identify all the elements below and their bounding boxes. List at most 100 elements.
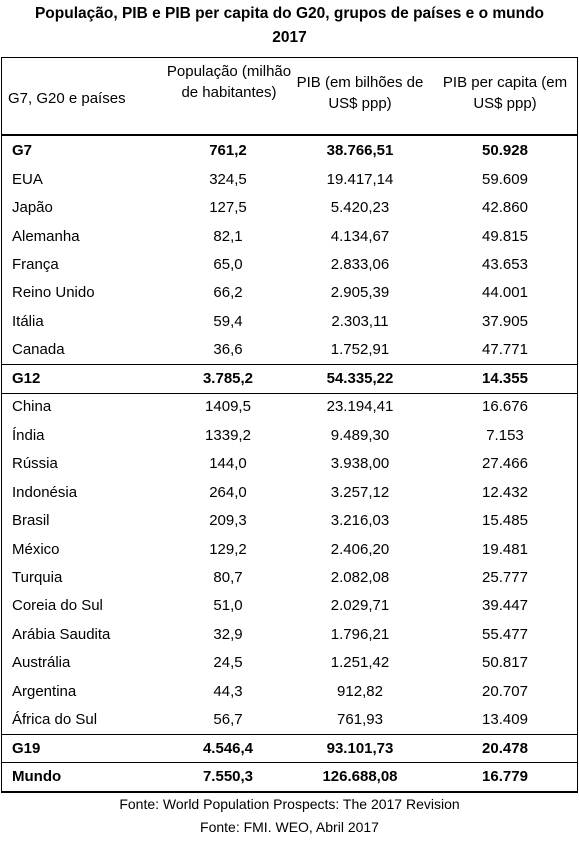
rule [1,57,2,792]
table-cell: 761,2 [209,142,247,160]
table-cell: 82,1 [213,227,243,245]
table-cell: 14.355 [482,369,528,387]
table-cell: 65,0 [213,256,243,274]
table-cell: 27.466 [482,455,528,473]
table-cell: 1.251,42 [330,654,390,672]
table-cell: 2.029,71 [330,597,390,615]
table-cell: 1.796,21 [330,625,390,643]
table-cell: 55.477 [482,625,528,643]
table-cell: 59,4 [213,312,243,330]
table-cell: 3.216,03 [330,512,390,530]
header-cell: PIB (em bilhões de US$ ppp) [296,74,424,112]
row-label: Brasil [12,512,50,530]
table-cell: 37.905 [482,312,528,330]
table-cell: 912,82 [337,682,383,700]
table-cell: 9.489,30 [330,426,390,444]
table-cell: 32,9 [213,625,243,643]
rule [1,392,578,394]
rule [1,762,578,764]
table-cell: 1.752,91 [330,341,390,359]
table-cell: 25.777 [482,568,528,586]
table-cell: 2.303,11 [331,312,389,330]
row-label: G7 [12,142,33,160]
row-label: Rússia [12,455,58,473]
table-cell: 5.420,23 [330,199,390,217]
header-cell: População (milhão de habitantes) [166,63,292,101]
rule [1,791,578,793]
table-cell: 15.485 [482,512,528,530]
table-cell: 2.905,39 [330,284,390,302]
table-cell: 24,5 [213,654,243,672]
table-cell: 13.409 [482,711,528,729]
table-cell: 129,2 [209,540,247,558]
table-cell: 51,0 [213,597,243,615]
table-cell: 66,2 [213,284,243,302]
row-label: Turquia [12,568,63,586]
table-cell: 7.550,3 [202,768,254,786]
table-cell: 4.546,4 [202,739,254,757]
title: 2017 [272,29,307,46]
row-label: México [12,540,60,558]
table-cell: 44.001 [482,284,528,302]
table-cell: 1409,5 [205,398,251,416]
table-cell: 50.817 [482,654,528,672]
table-cell: 16.779 [482,768,528,786]
row-label: Coreia do Sul [12,597,103,615]
table-cell: 23.194,41 [326,398,394,416]
row-label: Argentina [12,682,77,700]
table-cell: 50.928 [482,142,528,160]
table-cell: 3.938,00 [330,455,390,473]
table-cell: 324,5 [209,170,247,188]
table-cell: 59.609 [482,170,528,188]
row-label: Índia [12,426,45,444]
table-cell: 44,3 [213,682,243,700]
table-cell: 80,7 [213,568,243,586]
table-cell: 19.417,14 [326,170,394,188]
table-cell: 36,6 [213,341,243,359]
row-label: Indonésia [12,483,78,501]
table-cell: 127,5 [209,199,247,217]
table-cell: 47.771 [482,341,528,359]
table-cell: 19.481 [482,540,528,558]
row-label: França [12,256,59,274]
table-cell: 144,0 [209,455,247,473]
row-label: EUA [12,170,43,188]
table-cell: 126.688,08 [322,768,398,786]
row-label: Japão [12,199,53,217]
row-label: Arábia Saudita [12,625,111,643]
table-cell: 3.257,12 [330,483,390,501]
table-cell: 20.478 [482,739,528,757]
row-label: G19 [12,739,41,757]
table-cell: 12.432 [482,483,528,501]
row-label: Canada [12,341,65,359]
rule [1,134,578,136]
row-label: Alemanha [12,227,80,245]
table-cell: 4.134,67 [330,227,390,245]
table-cell: 43.653 [482,256,528,274]
rule [577,57,578,792]
table-cell: 2.082,08 [330,568,390,586]
rule [1,733,578,735]
row-label: China [12,398,52,416]
table-cell: 56,7 [213,711,243,729]
table-cell: 1339,2 [205,426,251,444]
table-cell: 93.101,73 [326,739,394,757]
table-cell: 2.833,06 [330,256,390,274]
header-cell: G7, G20 e países [8,90,126,107]
source-note: Fonte: World Population Prospects: The 2… [119,796,460,813]
table-cell: 49.815 [482,227,528,245]
row-label: Mundo [12,768,62,786]
row-label: África do Sul [12,711,98,729]
header-cell: PIB per capita (em US$ ppp) [442,74,568,112]
table-cell: 20.707 [482,682,528,700]
table-cell: 7.153 [486,426,524,444]
rule [1,364,578,366]
title: População, PIB e PIB per capita do G20, … [34,5,545,22]
row-label: Reino Unido [12,284,95,302]
source-note: Fonte: FMI. WEO, Abril 2017 [200,819,379,836]
table-cell: 2.406,20 [330,540,390,558]
table-cell: 264,0 [209,483,247,501]
table-cell: 39.447 [482,597,528,615]
table-cell: 209,3 [209,512,247,530]
